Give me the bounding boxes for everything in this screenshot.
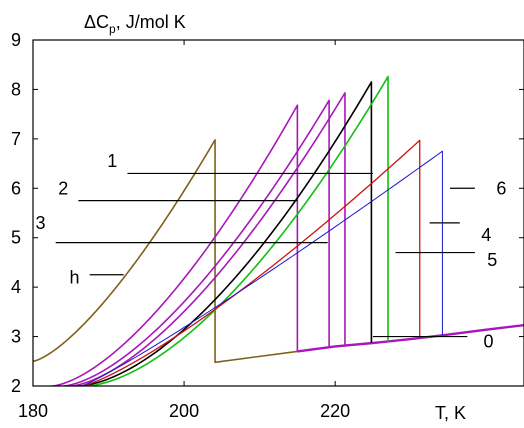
- curve-label-5: 5: [487, 250, 497, 270]
- x-tick-label: 180: [18, 401, 48, 421]
- y-tick-label: 5: [11, 228, 21, 248]
- plot-area: 1 23 h 6 4 5 0: [33, 75, 524, 386]
- plot-frame: [32, 39, 524, 387]
- x-axis-title: T, K: [435, 403, 466, 423]
- curve-label-2: 2: [58, 178, 68, 198]
- curve-label-4: 4: [481, 225, 491, 245]
- curve-label-6: 6: [496, 178, 506, 198]
- series-curve-5: [78, 81, 373, 386]
- x-tick-label: 200: [169, 401, 199, 421]
- y-tick-label: 6: [11, 178, 21, 198]
- y-tick-label: 7: [11, 129, 21, 149]
- curve-label-0: 0: [483, 332, 493, 352]
- y-tick-label: 2: [11, 376, 21, 396]
- curve-label-h: h: [70, 267, 80, 287]
- series-curve-7: [81, 139, 421, 386]
- curve-label-1: 1: [107, 151, 117, 171]
- series-curve-8: [81, 150, 443, 386]
- y-axis-title: ΔCp, J/mol K: [84, 12, 186, 36]
- y-tick-label: 4: [11, 277, 21, 297]
- y-tick-label: 3: [11, 327, 21, 347]
- y-tick-label: 8: [11, 79, 21, 99]
- x-tick-label: 220: [320, 401, 350, 421]
- series-curve-4: [70, 92, 346, 386]
- series-curve-6: [85, 75, 389, 386]
- curve-label-3: 3: [36, 213, 46, 233]
- baseline-curve: [297, 324, 524, 353]
- y-tick-label: 9: [11, 30, 21, 50]
- series-curve-2: [51, 104, 299, 386]
- series-curve-3: [63, 99, 330, 386]
- series-curve-1: [33, 139, 298, 364]
